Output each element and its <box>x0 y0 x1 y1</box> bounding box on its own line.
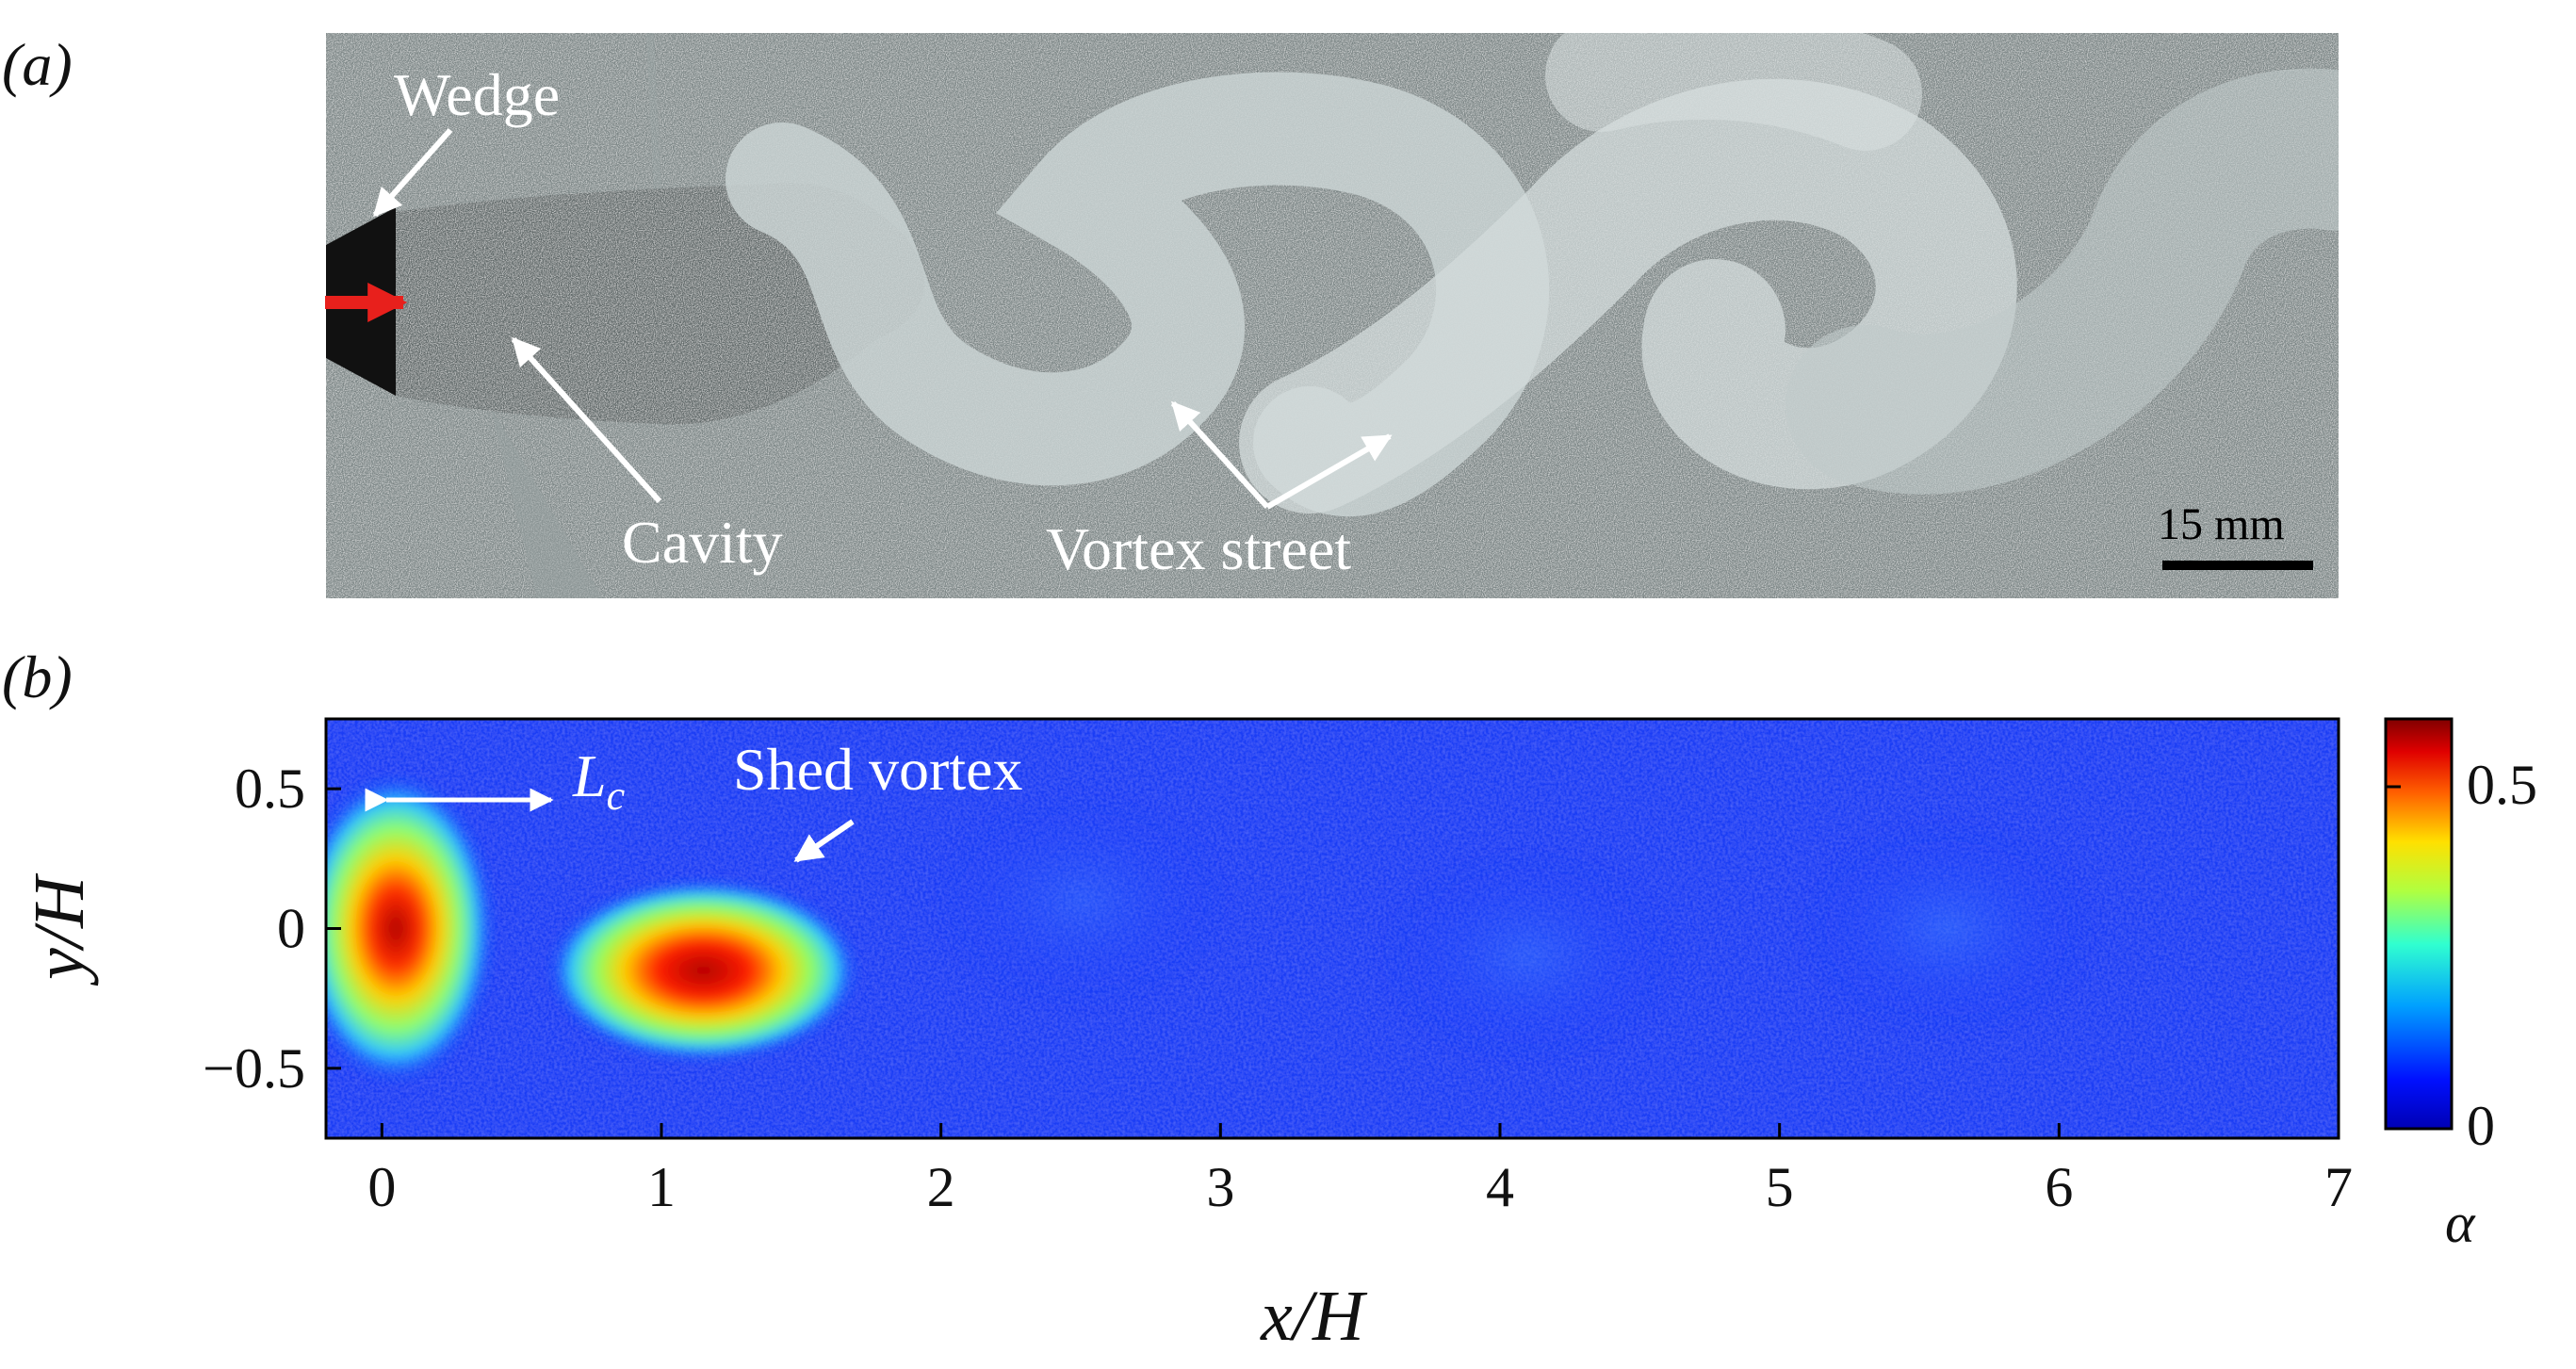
heatmap-feature <box>926 789 1235 1013</box>
x-tick-label: 0 <box>367 1156 396 1218</box>
colorbar-tick-label-0: 0 <box>2467 1095 2495 1157</box>
vortex-arrow-2 <box>1265 433 1393 510</box>
void-fraction-heatmap <box>326 719 2339 1138</box>
x-tick-label: 4 <box>1486 1156 1514 1218</box>
colorbar-label: α <box>2445 1192 2476 1254</box>
heatmap-feature <box>326 774 494 1083</box>
colorbar <box>2384 717 2454 1131</box>
x-axis-label: x/H <box>1260 1277 1368 1356</box>
x-tick-label: 6 <box>2045 1156 2073 1218</box>
x-tick-label: 1 <box>647 1156 676 1218</box>
y-tick-label: 0.5 <box>235 758 305 820</box>
x-tick-label: 2 <box>927 1156 955 1218</box>
cavitation-photo <box>326 33 2339 598</box>
x-tick-label: 5 <box>1766 1156 1794 1218</box>
wedge-arrow <box>372 128 453 218</box>
y-tick-label: −0.5 <box>203 1037 305 1100</box>
wedge-label: Wedge <box>394 61 560 128</box>
y-axis-label: y/H <box>20 872 99 986</box>
panel-b-label: (b) <box>2 644 73 710</box>
vortex-street-label: Vortex street <box>1046 515 1351 582</box>
heatmap-feature <box>549 881 857 1060</box>
scale-bar-label: 15 mm <box>2158 499 2285 549</box>
heatmap-feature <box>1374 844 1682 1068</box>
vortex-arrow-1 <box>1170 400 1270 510</box>
x-tick-label: 3 <box>1206 1156 1234 1218</box>
shed-vortex-arrow <box>793 819 855 863</box>
heatmap-feature <box>1793 816 2101 1041</box>
panel-a-label: (a) <box>2 31 73 98</box>
cavity-label: Cavity <box>622 509 783 576</box>
cavity-length-label: Lc <box>572 742 626 819</box>
y-tick-label: 0 <box>277 898 305 960</box>
cavity-arrow <box>511 336 662 504</box>
colorbar-tick-label-05: 0.5 <box>2467 754 2537 816</box>
x-tick-label: 7 <box>2324 1156 2353 1218</box>
vortex-street-shape <box>726 33 2339 517</box>
shed-vortex-label: Shed vortex <box>733 736 1023 803</box>
